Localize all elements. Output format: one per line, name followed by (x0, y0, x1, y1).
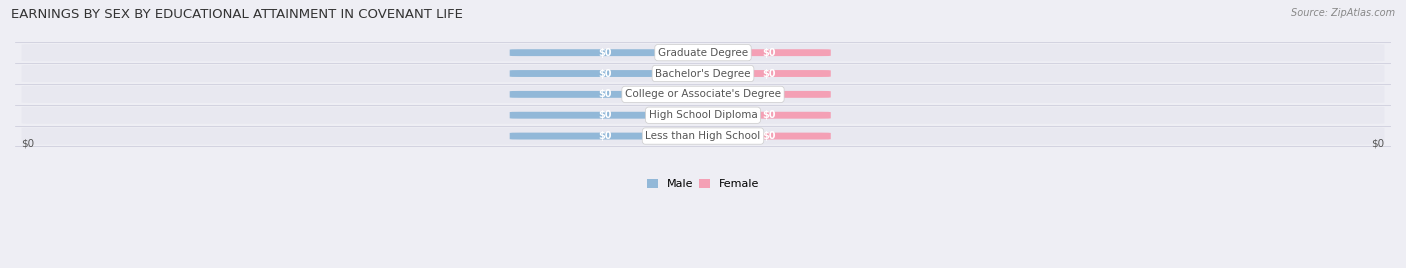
Legend: Male, Female: Male, Female (643, 174, 763, 194)
Text: $0: $0 (598, 131, 612, 141)
FancyBboxPatch shape (21, 86, 1385, 103)
Text: $0: $0 (598, 69, 612, 79)
FancyBboxPatch shape (21, 128, 1385, 145)
Text: Less than High School: Less than High School (645, 131, 761, 141)
FancyBboxPatch shape (21, 107, 1385, 124)
FancyBboxPatch shape (510, 91, 700, 98)
FancyBboxPatch shape (706, 91, 831, 98)
Text: High School Diploma: High School Diploma (648, 110, 758, 120)
FancyBboxPatch shape (510, 133, 700, 140)
FancyBboxPatch shape (510, 112, 700, 119)
FancyBboxPatch shape (510, 70, 700, 77)
FancyBboxPatch shape (706, 112, 831, 119)
Text: $0: $0 (598, 89, 612, 99)
Text: Bachelor's Degree: Bachelor's Degree (655, 69, 751, 79)
Text: Source: ZipAtlas.com: Source: ZipAtlas.com (1291, 8, 1395, 18)
Text: $0: $0 (598, 110, 612, 120)
FancyBboxPatch shape (706, 49, 831, 56)
Text: $0: $0 (762, 110, 775, 120)
FancyBboxPatch shape (510, 49, 700, 56)
Text: $0: $0 (762, 131, 775, 141)
FancyBboxPatch shape (706, 70, 831, 77)
Text: $0: $0 (762, 48, 775, 58)
FancyBboxPatch shape (21, 44, 1385, 61)
Text: Graduate Degree: Graduate Degree (658, 48, 748, 58)
FancyBboxPatch shape (21, 65, 1385, 82)
Text: $0: $0 (21, 139, 35, 149)
Text: College or Associate's Degree: College or Associate's Degree (626, 89, 780, 99)
Text: EARNINGS BY SEX BY EDUCATIONAL ATTAINMENT IN COVENANT LIFE: EARNINGS BY SEX BY EDUCATIONAL ATTAINMEN… (11, 8, 463, 21)
Text: $0: $0 (762, 89, 775, 99)
Text: $0: $0 (598, 48, 612, 58)
Text: $0: $0 (1371, 139, 1385, 149)
FancyBboxPatch shape (706, 133, 831, 140)
Text: $0: $0 (762, 69, 775, 79)
